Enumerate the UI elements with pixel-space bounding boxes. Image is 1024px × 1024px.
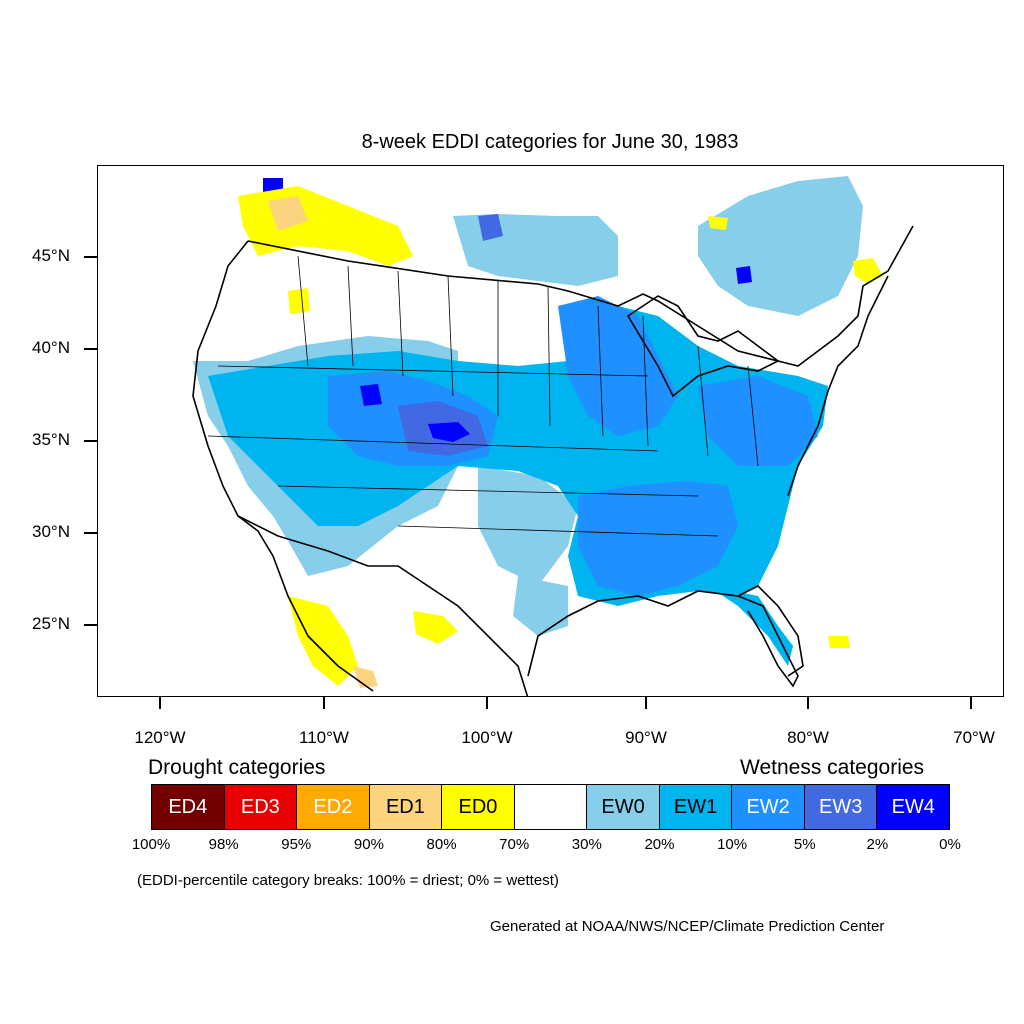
percent-break-label: 5% — [793, 836, 816, 853]
boundaries — [192, 225, 914, 696]
great-lakes — [626, 295, 780, 398]
percent-break-label: 2% — [866, 836, 889, 853]
lat-tick — [84, 256, 97, 258]
map-panel — [97, 165, 1004, 697]
ed0-region-idaho — [288, 288, 310, 314]
percent-break-label: 20% — [644, 836, 675, 853]
wetness-heading: Wetness categories — [740, 756, 925, 779]
ed0-region-mexico — [288, 596, 358, 686]
ew2-region-midwest — [558, 296, 678, 436]
lat-tick — [84, 440, 97, 442]
credit-text: Generated at NOAA/NWS/NCEP/Climate Predi… — [490, 918, 885, 935]
lon-label-70: 70°W — [953, 728, 995, 747]
percent-break-label: 10% — [717, 836, 748, 853]
canada-border — [247, 225, 914, 367]
legend-swatch-ed1: ED1 — [369, 785, 443, 829]
lat-tick — [84, 348, 97, 350]
lon-tick — [807, 697, 809, 709]
legend-swatch-ew3: EW3 — [804, 785, 878, 829]
percent-break-label: 95% — [281, 836, 312, 853]
legend-swatch-ed3: ED3 — [224, 785, 298, 829]
ew0-region-north — [453, 214, 618, 286]
ew4-region-northwest — [263, 178, 283, 192]
lon-tick — [159, 697, 161, 709]
west-coast — [192, 240, 374, 692]
percent-break-label: 100% — [131, 836, 171, 853]
state-lines — [207, 255, 759, 537]
lat-label-25: 25°N — [32, 614, 70, 633]
mexico-border — [237, 515, 529, 696]
percent-break-label: 30% — [571, 836, 602, 853]
ed0-region-maine — [853, 258, 883, 284]
legend-swatch-ed0: ED0 — [442, 785, 515, 829]
lat-label-35: 35°N — [32, 430, 70, 449]
lon-tick — [970, 697, 972, 709]
legend-swatch-ed4: ED4 — [152, 785, 225, 829]
lon-tick — [645, 697, 647, 709]
drought-heading: Drought categories — [148, 756, 326, 779]
legend-swatch-ed2: ED2 — [297, 785, 370, 829]
gulf-coast — [527, 585, 804, 677]
category-note: (EDDI-percentile category breaks: 100% =… — [137, 872, 559, 889]
lat-label-45: 45°N — [32, 246, 70, 265]
legend-swatch-ew2: EW2 — [732, 785, 805, 829]
ed1-region-mexico — [353, 666, 378, 688]
percent-break-label: 0% — [939, 836, 961, 853]
percent-break-label: 80% — [426, 836, 457, 853]
lon-label-120: 120°W — [134, 728, 186, 747]
legend-swatch-ew0: EW0 — [587, 785, 660, 829]
lon-label-80: 80°W — [787, 728, 829, 747]
lat-label-30: 30°N — [32, 522, 70, 541]
legend-swatch-neutral — [514, 785, 588, 829]
ew1-region-southeast — [708, 586, 793, 666]
percent-break-label: 90% — [353, 836, 384, 853]
eddi-map — [192, 176, 914, 696]
lat-label-40: 40°N — [32, 338, 70, 357]
percent-break-label: 98% — [208, 836, 239, 853]
ew0-region-south-texas — [513, 576, 568, 636]
lon-tick — [486, 697, 488, 709]
lat-tick — [84, 532, 97, 534]
lon-label-100: 100°W — [461, 728, 513, 747]
lat-tick — [84, 624, 97, 626]
category-legend: ED4 ED3 ED2 ED1 ED0 EW0 EW1 EW2 EW3 EW4 — [151, 784, 950, 830]
ed0-region-northwest — [238, 186, 413, 266]
ew4-region-colorado — [360, 384, 382, 406]
lon-tick — [323, 697, 325, 709]
east-coast — [787, 275, 889, 497]
ew0-region-plains — [478, 466, 578, 586]
ed1-region-northwest — [268, 196, 308, 231]
legend-swatch-ew1: EW1 — [659, 785, 733, 829]
map-title: 8-week EDDI categories for June 30, 1983 — [361, 131, 739, 153]
ew0-region-northeast — [698, 176, 863, 316]
ed0-region-ontario — [708, 216, 728, 230]
lon-label-90: 90°W — [625, 728, 667, 747]
ew2-region-south — [578, 481, 738, 596]
florida — [737, 595, 799, 688]
drought-regions — [238, 186, 883, 688]
ed0-region-chihuahua — [413, 611, 458, 644]
ew4-region-canada — [736, 266, 752, 284]
wetness-regions — [193, 176, 863, 666]
ed0-region-cuba — [828, 636, 850, 648]
legend-swatch-ew4: EW4 — [877, 785, 950, 829]
percent-break-label: 70% — [499, 836, 530, 853]
ew3-region-lake — [478, 214, 503, 241]
ew4-region-kansas — [428, 422, 470, 442]
ew2-region-appalachia — [698, 376, 818, 466]
lon-label-110: 110°W — [299, 728, 349, 747]
